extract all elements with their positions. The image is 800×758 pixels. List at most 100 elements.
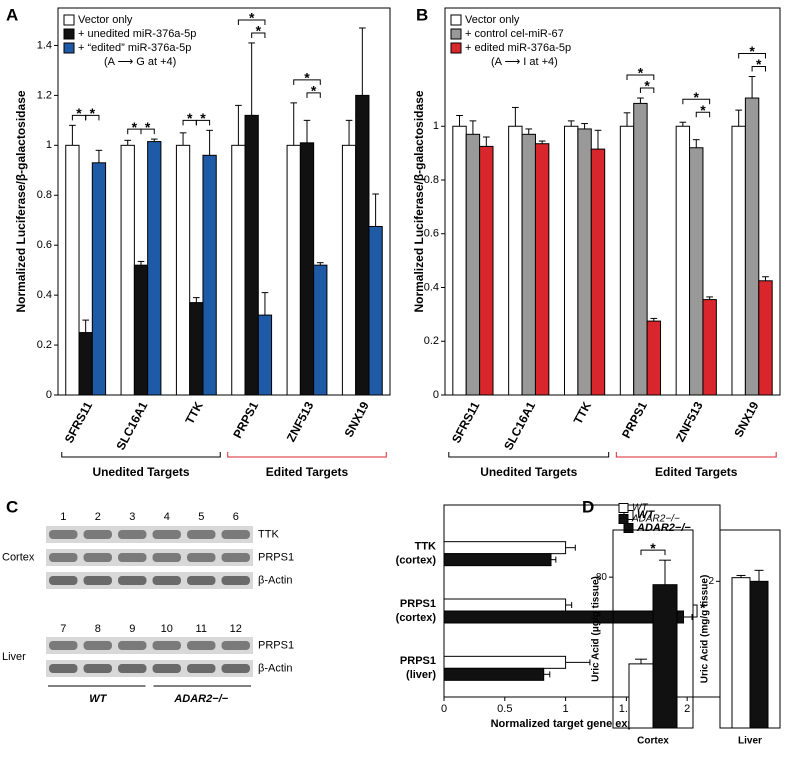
bar: [452, 125, 467, 396]
x-tick-label: ZNF513: [284, 399, 317, 444]
x-axis-label: Liver: [738, 736, 762, 747]
bar: [202, 154, 217, 396]
legend-label: WT: [637, 509, 655, 521]
y-tick-label: PRPS1: [400, 655, 436, 667]
group-bracket: [61, 452, 221, 458]
y-tick-label: 0.6: [37, 239, 52, 251]
bar: [443, 655, 567, 669]
y-tick-label: 0: [433, 389, 439, 401]
lane-number: 10: [161, 623, 173, 635]
significance-bracket: [738, 53, 766, 59]
lane-number: 4: [164, 511, 170, 523]
legend-swatch: [450, 28, 462, 40]
bar: [133, 264, 149, 396]
bar: [286, 144, 301, 396]
bar: [521, 133, 536, 396]
blot-band: [118, 530, 147, 539]
blot-row-label: PRPS1: [258, 551, 294, 563]
lane-number: 6: [233, 511, 239, 523]
significance-bracket: [640, 549, 666, 556]
significance-label: *: [311, 83, 317, 99]
legend-label: Vector only: [78, 14, 133, 26]
bar: [646, 320, 662, 396]
lane-number: 7: [60, 623, 66, 635]
bar: [731, 125, 746, 396]
bar: [590, 148, 606, 396]
bar: [633, 102, 648, 396]
blot-band: [118, 641, 147, 650]
blot-row-label: β-Actin: [258, 574, 292, 586]
blot-band: [83, 530, 112, 539]
lane-number: 5: [198, 511, 204, 523]
significance-label: *: [132, 119, 138, 135]
y-tick-label: 1: [46, 139, 52, 151]
bar: [299, 142, 315, 396]
blot-band: [49, 576, 78, 585]
blot-band: [152, 530, 181, 539]
significance-label: *: [249, 10, 255, 26]
y-tick-label: 0.2: [37, 339, 52, 351]
tissue-label: Liver: [2, 651, 26, 663]
x-tick-label: 1: [563, 703, 569, 715]
legend-label: ADAR2−/−: [636, 522, 691, 534]
bar: [443, 610, 685, 624]
legend-swatch: [623, 523, 634, 533]
blot-row-label: β-Actin: [258, 662, 292, 674]
blot-band: [49, 530, 78, 539]
bar: [702, 299, 717, 396]
bar: [689, 147, 704, 396]
legend-swatch: [618, 503, 629, 513]
bar: [91, 162, 107, 396]
bar: [120, 144, 135, 396]
genotype-label: ADAR2−/−: [173, 693, 228, 705]
bar: [443, 667, 545, 681]
bar: [479, 145, 494, 396]
bar: [731, 577, 751, 729]
lane-number: 8: [95, 623, 101, 635]
blot-band: [221, 664, 250, 673]
lane-number: 12: [230, 623, 242, 635]
blot-band: [187, 530, 216, 539]
genotype-label: WT: [89, 693, 107, 705]
bar: [465, 133, 481, 396]
legend-swatch: [63, 14, 75, 26]
x-tick-label: SFRS11: [62, 399, 95, 445]
bar: [443, 541, 567, 555]
blot-band: [221, 530, 250, 539]
significance-bracket: [237, 19, 266, 25]
blot-band: [187, 553, 216, 562]
x-tick-label: SNX19: [731, 399, 761, 439]
group-label: Edited Targets: [266, 465, 349, 479]
blot-band: [49, 641, 78, 650]
significance-label: *: [650, 540, 656, 556]
significance-bracket: [140, 128, 155, 135]
bar: [744, 97, 760, 396]
bar: [313, 264, 328, 396]
significance-label: *: [76, 105, 82, 121]
y-axis-label: Normalized Luciferase/β-galactosidase: [14, 90, 28, 312]
y-tick-note: (liver): [406, 669, 436, 681]
significance-bracket: [639, 87, 655, 94]
y-tick-label: 0.8: [424, 174, 439, 186]
legend-label: ADAR2−/−: [631, 514, 680, 525]
group-bracket: [615, 452, 777, 458]
significance-label: *: [145, 119, 151, 135]
y-tick-label: PRPS1: [400, 598, 436, 610]
group-label: Unedited Targets: [92, 465, 189, 479]
x-tick-label: 0.5: [497, 703, 512, 715]
significance-bracket: [682, 98, 711, 105]
y-tick-label: 0.4: [424, 281, 439, 293]
y-tick-label: TTK: [415, 541, 436, 553]
lane-number: 2: [95, 511, 101, 523]
bar: [78, 332, 93, 396]
significance-label: *: [200, 110, 206, 126]
x-tick-label: PRPS1: [619, 399, 650, 441]
bar: [355, 94, 370, 396]
x-tick-label: PRPS1: [230, 399, 261, 441]
significance-bracket: [306, 92, 321, 98]
legend-swatch: [450, 42, 462, 54]
bar: [577, 128, 592, 396]
blot-band: [118, 553, 147, 562]
y-axis-label: Uric Acid (mg/g tissue): [700, 575, 711, 684]
bar: [231, 144, 246, 396]
